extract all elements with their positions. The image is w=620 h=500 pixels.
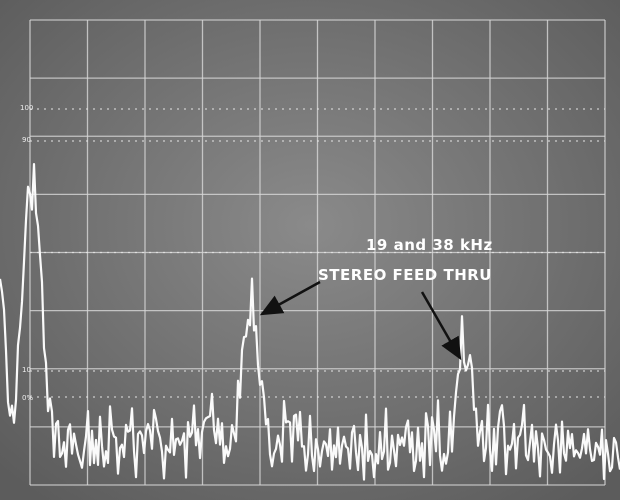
arrow xyxy=(259,280,321,316)
arrow xyxy=(420,291,462,361)
graticule xyxy=(29,19,606,486)
graticule-label: 100 xyxy=(20,104,33,112)
annotation-line1: 19 and 38 kHz xyxy=(366,236,493,254)
graticule-label: 90 xyxy=(22,136,31,144)
spectrum-trace xyxy=(0,163,620,481)
annotation-line2: STEREO FEED THRU xyxy=(318,266,492,284)
graticule-label: 10 xyxy=(22,366,31,374)
graticule-label: 0% xyxy=(22,394,33,402)
